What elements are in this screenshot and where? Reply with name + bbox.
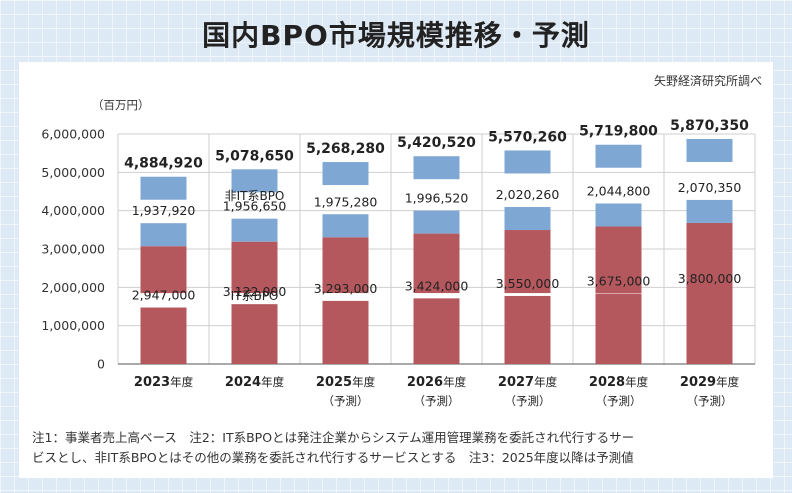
it-value-label: 3,800,000 [678, 271, 742, 286]
y-tick-label: 1,000,000 [41, 318, 105, 333]
x-category-label: 2028年度 [589, 375, 649, 390]
it-value-label: 3,424,000 [405, 278, 469, 293]
category-suffix: 年度 [716, 375, 739, 389]
x-category-label: 2025年度 [316, 375, 376, 390]
category-year: 2027 [498, 375, 534, 390]
category-suffix: 年度 [261, 375, 284, 389]
x-category-label: 2029年度 [680, 375, 740, 390]
it-value-label: 3,675,000 [587, 274, 651, 289]
bar-nonit-lower [595, 203, 642, 227]
x-category-sublabel: （予測） [687, 394, 733, 408]
bar-nonit-lower [322, 214, 369, 238]
category-year: 2025 [316, 375, 352, 390]
category-year: 2023 [134, 375, 170, 390]
bar-nonit-lower [140, 223, 187, 247]
bar-nonit-upper [140, 176, 187, 200]
bar-it-upper [686, 222, 733, 294]
x-category-sublabel: （予測） [596, 394, 642, 408]
bar-nonit-upper [686, 138, 733, 162]
bar-it-upper [413, 233, 460, 294]
category-suffix: 年度 [625, 375, 648, 389]
bar-it-upper [595, 226, 642, 294]
total-value-label: 5,719,800 [579, 124, 658, 140]
category-year: 2029 [680, 375, 716, 390]
bar-it-upper [322, 237, 369, 294]
nonit-value-label: 1,975,280 [314, 194, 378, 209]
nonit-value-label: 1,937,920 [132, 203, 196, 218]
it-value-label: 2,947,000 [132, 288, 196, 303]
y-tick-label: 5,000,000 [41, 165, 105, 180]
source-note: 矢野経済研究所調べ [653, 74, 762, 88]
nonit-value-label: 2,044,800 [587, 183, 651, 198]
category-year: 2028 [589, 375, 625, 390]
bar-nonit-upper [322, 162, 369, 186]
x-category-label: 2023年度 [134, 375, 194, 390]
nonit-value-label: 2,020,260 [496, 187, 560, 202]
y-tick-label: 2,000,000 [41, 280, 105, 295]
bar-it-lower [595, 293, 642, 364]
total-value-label: 5,078,650 [215, 148, 294, 164]
y-tick-label: 4,000,000 [41, 203, 105, 218]
it-value-label: 3,122,000 [223, 284, 287, 299]
bar-it-lower [322, 300, 369, 364]
total-value-label: 5,268,280 [306, 141, 385, 157]
bar-nonit-upper [595, 144, 642, 168]
bar-it-lower [140, 307, 187, 364]
nonit-value-label: 1,996,520 [405, 191, 469, 206]
footnote-line: 注1：事業者売上高ベース 注2：IT系BPOとは発注企業からシステム運用管理業務… [32, 430, 635, 445]
bar-nonit-upper [413, 156, 460, 180]
footnote-line: ビスとし、非IT系BPOとはその他の業務を委託され代行するサービスとする 注3：… [32, 450, 634, 465]
category-year: 2024 [225, 375, 261, 390]
category-suffix: 年度 [443, 375, 466, 389]
x-category-sublabel: （予測） [323, 394, 369, 408]
bar-it-lower [504, 295, 551, 364]
category-suffix: 年度 [170, 375, 193, 389]
bar-nonit-lower [504, 207, 551, 231]
category-suffix: 年度 [352, 375, 375, 389]
x-category-label: 2027年度 [498, 375, 558, 390]
total-value-label: 5,420,520 [397, 135, 476, 151]
nonit-value-label: 1,956,650 [223, 199, 287, 214]
total-value-label: 5,870,350 [670, 118, 749, 134]
it-value-label: 3,550,000 [496, 276, 560, 291]
category-year: 2026 [407, 375, 443, 390]
bar-it-upper [140, 246, 187, 294]
x-category-sublabel: （予測） [505, 394, 551, 408]
bar-nonit-lower [231, 218, 278, 242]
bar-nonit-upper [231, 169, 278, 193]
y-tick-label: 3,000,000 [41, 242, 105, 257]
it-value-label: 3,293,000 [314, 281, 378, 296]
x-category-sublabel: （予測） [414, 394, 460, 408]
series-label-nonit: 非IT系BPO [225, 189, 285, 203]
bar-it-upper [231, 241, 278, 294]
bar-it-upper [504, 230, 551, 294]
series-label-it: IT系BPO [231, 289, 279, 303]
bar-nonit-lower [413, 210, 460, 234]
y-tick-label: 0 [97, 357, 105, 372]
y-tick-label: 6,000,000 [41, 127, 105, 142]
footnotes: 注1：事業者売上高ベース 注2：IT系BPOとは発注企業からシステム運用管理業務… [32, 428, 767, 468]
y-axis-unit: （百万円） [92, 98, 150, 112]
x-category-label: 2026年度 [407, 375, 467, 390]
page-title: 国内BPO市場規模推移・予測 [202, 19, 590, 52]
bar-it-lower [413, 298, 460, 364]
bar-nonit-upper [504, 150, 551, 174]
total-value-label: 4,884,920 [124, 156, 203, 172]
nonit-value-label: 2,070,350 [678, 180, 742, 195]
bar-it-lower [231, 304, 278, 364]
total-value-label: 5,570,260 [488, 129, 567, 145]
x-category-label: 2024年度 [225, 375, 285, 390]
bar-nonit-lower [686, 199, 733, 223]
bar-it-lower [686, 291, 733, 364]
category-suffix: 年度 [534, 375, 557, 389]
